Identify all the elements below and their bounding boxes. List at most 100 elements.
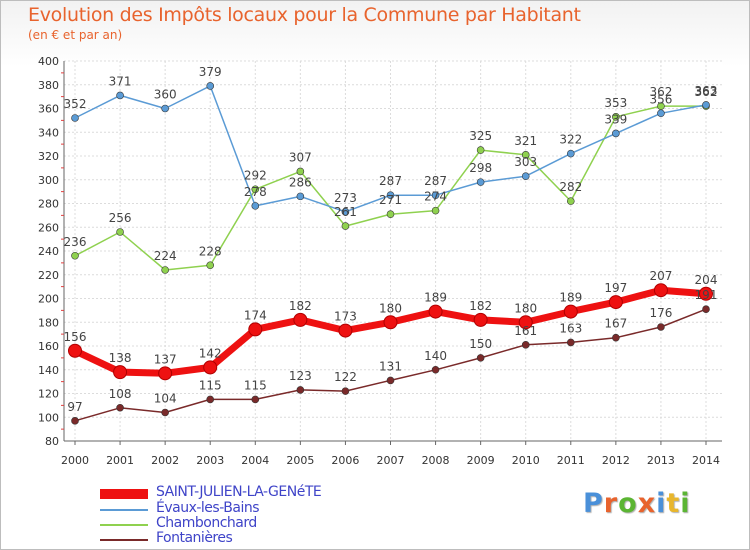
series-point-1	[296, 192, 305, 201]
series-point-0	[203, 360, 218, 375]
y-tick-label: 260	[38, 221, 59, 234]
series-point-0	[428, 304, 443, 319]
series-point-3	[566, 338, 575, 347]
data-label: 167	[604, 317, 627, 331]
series-point-1	[566, 149, 575, 158]
data-label: 363	[695, 84, 718, 98]
data-label: 360	[154, 88, 177, 102]
data-label: 182	[289, 299, 312, 313]
series-point-0	[248, 322, 263, 337]
y-tick-label: 160	[38, 340, 59, 353]
data-label: 115	[199, 378, 222, 392]
series-point-0	[68, 343, 82, 358]
series-point-1	[386, 191, 395, 199]
x-tick-label: 2000	[61, 454, 89, 467]
data-label: 287	[379, 174, 402, 188]
data-label: 173	[334, 310, 357, 324]
series-point-2	[431, 206, 440, 215]
series-point-3	[431, 365, 440, 374]
series-point-3	[702, 305, 710, 313]
y-tick-label: 180	[38, 316, 59, 329]
data-label: 271	[379, 193, 402, 207]
series-point-1	[702, 101, 710, 109]
x-tick-label: 2013	[647, 454, 675, 467]
x-tick-label: 2001	[106, 454, 134, 467]
y-tick-label: 360	[38, 103, 59, 116]
data-label: 138	[109, 351, 132, 365]
series-point-2	[521, 151, 530, 159]
series-point-2	[296, 167, 305, 176]
series-point-2	[116, 228, 124, 236]
data-label: 122	[334, 370, 357, 384]
data-label: 156	[64, 330, 87, 344]
x-tick-label: 2007	[377, 454, 405, 467]
x-tick-label: 2009	[467, 454, 495, 467]
x-tick-label: 2005	[286, 454, 314, 467]
legend-swatch	[100, 489, 148, 499]
data-label: 228	[199, 244, 222, 258]
data-label: 163	[559, 321, 582, 335]
x-tick-label: 2012	[602, 454, 630, 467]
y-tick-label: 140	[38, 364, 59, 377]
series-point-3	[341, 387, 350, 395]
legend-label: Chambonchard	[156, 515, 257, 531]
proxiti-logo: Proxiti	[583, 488, 691, 519]
data-label: 140	[424, 349, 447, 363]
y-tick-label: 400	[38, 55, 59, 68]
data-label: 150	[469, 337, 492, 351]
x-tick-label: 2014	[692, 454, 720, 467]
data-label: 204	[695, 273, 718, 287]
x-tick-label: 2008	[422, 454, 450, 467]
series-point-0	[608, 295, 623, 310]
chart-subtitle: (en € et par an)	[28, 28, 123, 42]
series-point-3	[521, 341, 530, 349]
series-point-3	[476, 354, 485, 362]
legend-swatch	[100, 539, 148, 541]
series-point-0	[293, 312, 308, 327]
y-tick-label: 220	[38, 269, 59, 282]
data-label: 352	[64, 97, 87, 111]
series-point-0	[563, 304, 578, 319]
y-tick-label: 100	[38, 411, 59, 424]
x-tick-label: 2002	[151, 454, 179, 467]
series-point-0	[518, 315, 533, 330]
data-label: 278	[244, 185, 267, 199]
series-point-1	[612, 129, 620, 138]
data-label: 97	[67, 400, 82, 414]
data-label: 182	[469, 299, 492, 313]
series-point-1	[206, 82, 215, 90]
series-point-2	[566, 197, 575, 205]
legend-label: Évaux-les-Bains	[156, 500, 260, 516]
series-point-2	[476, 146, 485, 154]
data-label: 325	[469, 129, 492, 143]
series-point-0	[473, 312, 488, 327]
y-tick-label: 380	[38, 79, 59, 92]
series-point-0	[653, 283, 668, 298]
x-tick-label: 2006	[331, 454, 359, 467]
data-label: 115	[244, 378, 267, 392]
data-label: 371	[109, 74, 132, 88]
series-point-0	[383, 315, 398, 330]
series-point-0	[158, 366, 173, 381]
series-point-3	[612, 333, 620, 342]
data-label: 189	[559, 291, 582, 305]
x-tick-label: 2010	[512, 454, 540, 467]
y-tick-label: 80	[45, 435, 59, 448]
y-tick-label: 240	[38, 245, 59, 258]
data-label: 207	[649, 269, 672, 283]
series-point-1	[251, 202, 260, 210]
data-label: 191	[695, 288, 718, 302]
data-label: 123	[289, 369, 312, 383]
data-label: 362	[649, 85, 672, 99]
data-label: 307	[289, 150, 312, 164]
data-label: 104	[154, 392, 177, 406]
series-point-3	[296, 386, 305, 394]
data-label: 282	[559, 180, 582, 194]
series-point-3	[116, 403, 124, 412]
x-tick-label: 2003	[196, 454, 224, 467]
data-label: 189	[424, 291, 447, 305]
data-label: 180	[514, 301, 537, 315]
series-point-3	[206, 395, 215, 404]
data-label: 224	[154, 249, 177, 263]
